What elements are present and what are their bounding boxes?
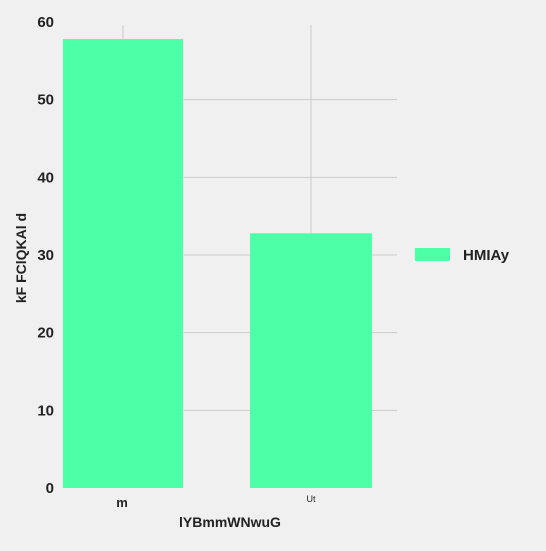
bar-m xyxy=(63,39,183,488)
y-tick-label: 30 xyxy=(37,247,54,264)
y-tick-labels: 0 10 20 30 40 50 60 xyxy=(37,14,54,497)
bar-Ut xyxy=(250,233,372,488)
y-tick-label: 20 xyxy=(37,325,54,342)
legend: HMIAy xyxy=(415,247,510,264)
legend-swatch xyxy=(415,248,450,261)
x-tick-label: m xyxy=(116,495,128,510)
x-axis-title: lYBmmWNwuG xyxy=(179,514,281,530)
bars xyxy=(63,39,372,488)
y-tick-label: 60 xyxy=(37,14,54,31)
y-tick-label: 40 xyxy=(37,169,54,186)
x-tick-labels: m Ut xyxy=(116,494,316,510)
y-tick-label: 0 xyxy=(46,480,54,497)
x-tick-label: Ut xyxy=(307,494,316,504)
legend-label: HMIAy xyxy=(463,247,510,264)
y-tick-label: 10 xyxy=(37,402,54,419)
y-tick-label: 50 xyxy=(37,92,54,109)
y-axis-title: kF FClQKAl d xyxy=(13,213,29,303)
